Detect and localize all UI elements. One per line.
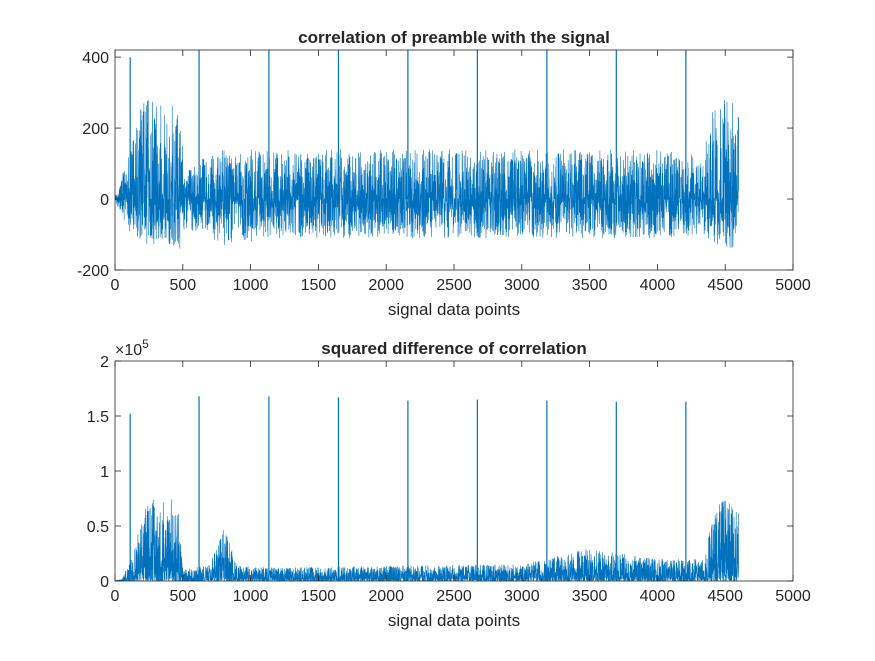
x-axis-label: signal data points	[388, 300, 520, 319]
top-subplot: 0 500 1000 1500 2000 2500 3000 3500 4000 4500 5000…	[77, 28, 811, 319]
plot-area	[115, 361, 793, 581]
x-tick-label: 5000	[775, 277, 811, 294]
y-tick-label: 1	[100, 464, 109, 481]
x-tick-label: 2500	[436, 277, 472, 294]
x-tick-label: 1000	[233, 588, 269, 605]
x-tick-label: 500	[169, 588, 196, 605]
x-tick-label: 1000	[233, 277, 269, 294]
x-tick-label: 1500	[301, 588, 337, 605]
x-tick-label: 3500	[572, 588, 608, 605]
x-tick-label: 500	[169, 277, 196, 294]
bottom-subplot: 0 500 1000 1500 2000 2500 3000 3500 4000 4500 5000…	[87, 337, 811, 630]
x-axis-label: signal data points	[388, 611, 520, 630]
y-tick-label: 0	[100, 192, 109, 209]
x-tick-label: 2000	[368, 277, 404, 294]
x-tick-label: 0	[111, 277, 120, 294]
x-tick-label: 3000	[504, 588, 540, 605]
x-tick-label: 4500	[707, 277, 743, 294]
x-tick-label: 4500	[707, 588, 743, 605]
y-tick-label: 2	[100, 354, 109, 371]
chart-title: squared difference of correlation	[321, 339, 586, 358]
x-tick-label: 2500	[436, 588, 472, 605]
y-tick-label: 400	[82, 50, 109, 67]
x-tick-label: 2000	[368, 588, 404, 605]
y-tick-label: 0	[100, 574, 109, 591]
x-tick-label: 4000	[640, 277, 676, 294]
y-scale-label: ×105	[115, 337, 149, 359]
chart-title: correlation of preamble with the signal	[298, 28, 610, 47]
x-tick-label: 3500	[572, 277, 608, 294]
y-tick-label: -200	[77, 263, 109, 280]
series-trace	[115, 100, 739, 249]
y-tick-label: 200	[82, 121, 109, 138]
series-trace	[115, 499, 739, 581]
x-tick-label: 5000	[775, 588, 811, 605]
x-tick-label: 4000	[640, 588, 676, 605]
x-tick-label: 1500	[301, 277, 337, 294]
y-tick-label: 1.5	[87, 409, 109, 426]
y-tick-label: 0.5	[87, 519, 109, 536]
x-tick-label: 3000	[504, 277, 540, 294]
x-tick-label: 0	[111, 588, 120, 605]
